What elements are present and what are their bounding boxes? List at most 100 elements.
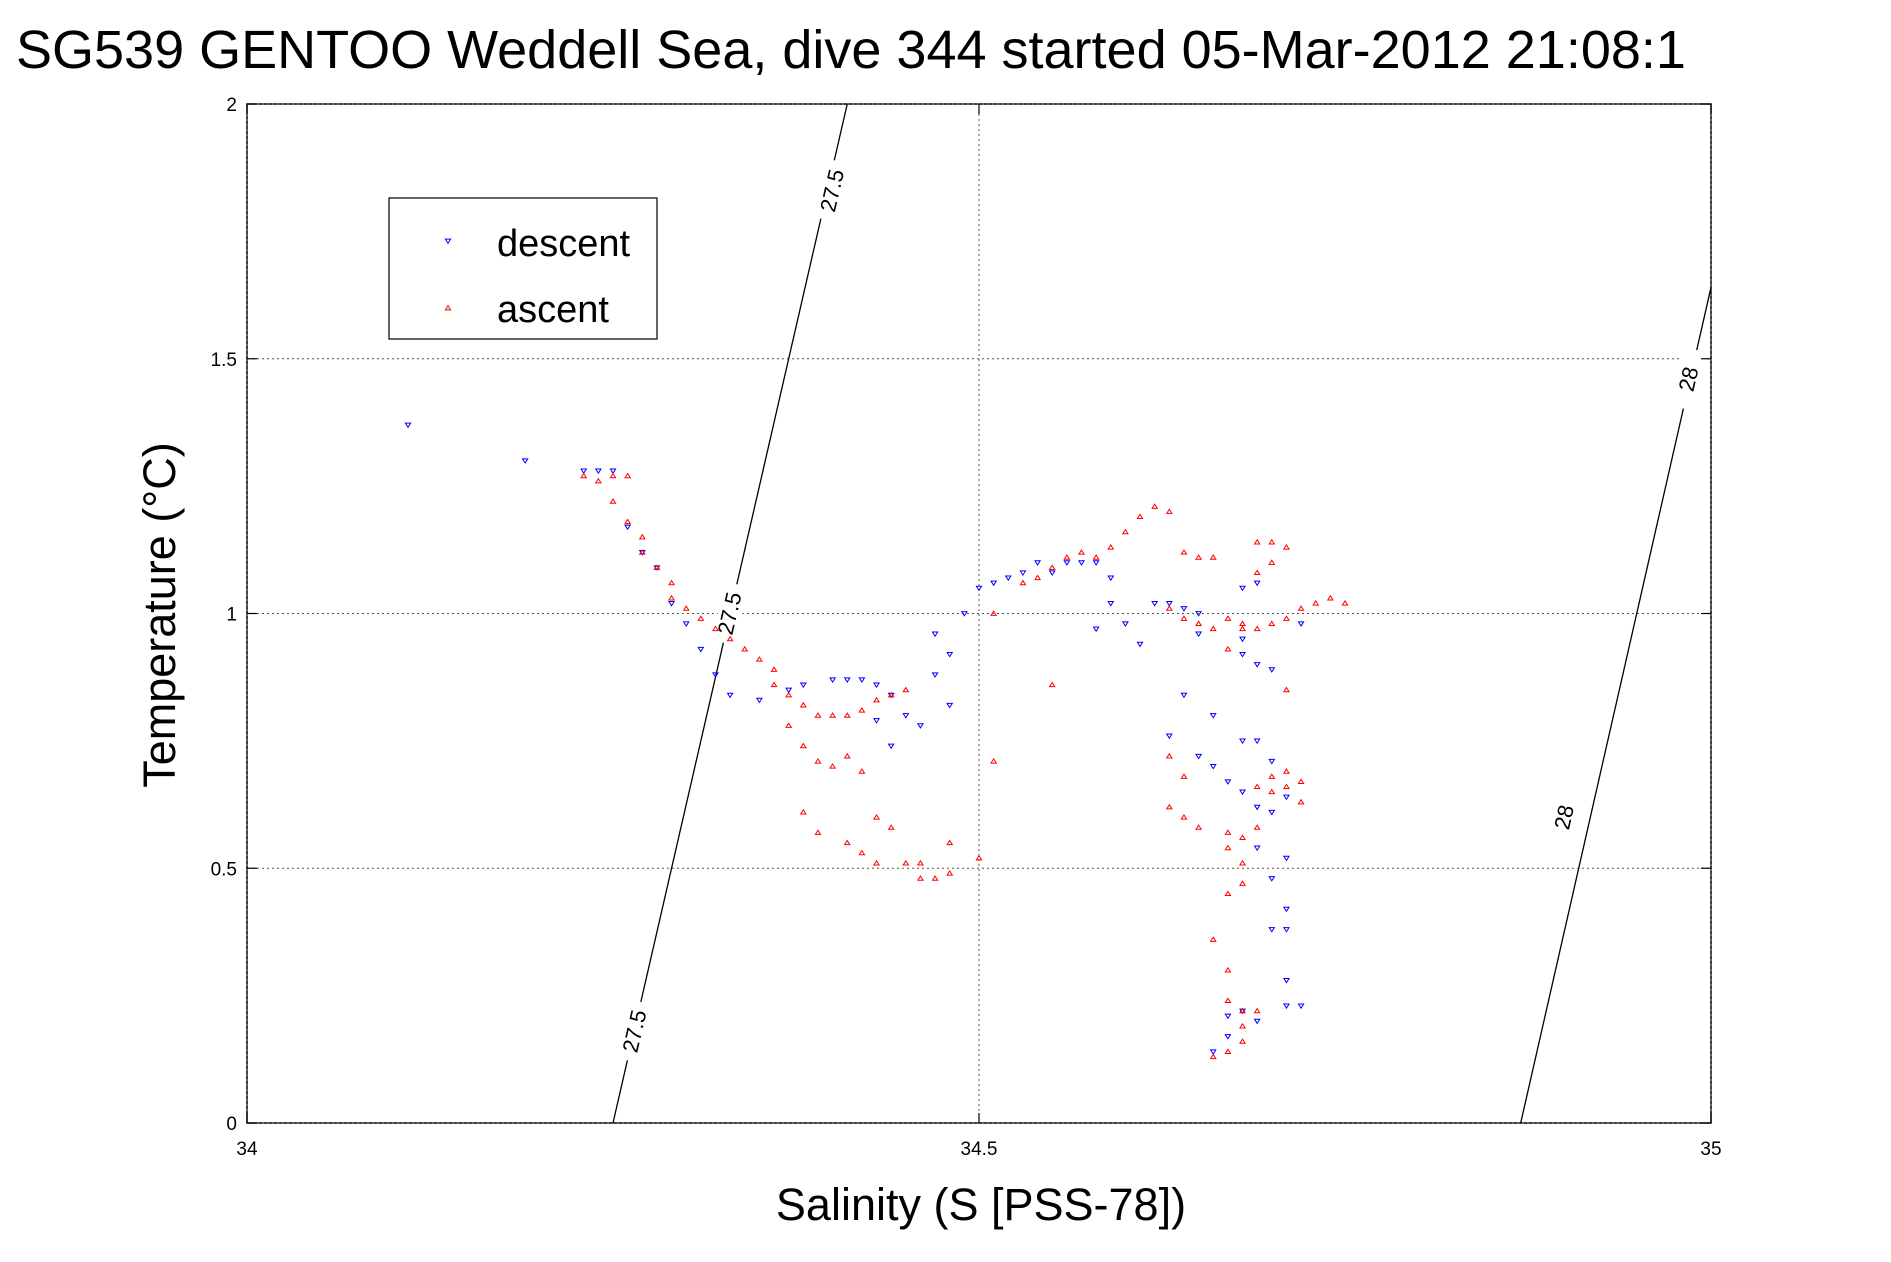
descent-point bbox=[1297, 1003, 1305, 1010]
descent-point bbox=[594, 468, 602, 475]
descent-point bbox=[697, 646, 705, 653]
descent-point bbox=[1107, 600, 1115, 607]
descent-point bbox=[1209, 713, 1217, 719]
ascent-point bbox=[902, 859, 910, 866]
ascent-point bbox=[697, 615, 705, 621]
ascent-point bbox=[594, 477, 602, 484]
legend-label-ascent: ascent bbox=[497, 289, 609, 331]
ascent-point bbox=[858, 768, 866, 774]
legend-marker-descent-shape bbox=[444, 238, 452, 245]
ascent-point bbox=[1253, 824, 1261, 830]
descent-point bbox=[1224, 1034, 1232, 1040]
legend-marker-descent bbox=[444, 238, 452, 245]
ascent-point bbox=[1048, 681, 1056, 688]
ascent-point bbox=[770, 666, 778, 672]
ascent-point bbox=[1268, 538, 1276, 545]
legend-marker-ascent-shape bbox=[444, 304, 452, 311]
descent-point bbox=[1239, 738, 1247, 745]
descent-point bbox=[1253, 738, 1261, 745]
ascent-point bbox=[1224, 966, 1232, 973]
descent-point bbox=[1151, 600, 1159, 607]
descent-point bbox=[1048, 570, 1056, 577]
x-axis-label: Salinity (S [PSS-78]) bbox=[776, 1179, 1186, 1230]
contour-label-gap bbox=[1546, 785, 1583, 850]
ascent-point bbox=[843, 752, 851, 759]
ascent-point bbox=[1165, 605, 1173, 611]
descent-point bbox=[1253, 580, 1261, 587]
descent-point bbox=[726, 692, 734, 699]
descent-point bbox=[1092, 560, 1100, 566]
chart-title: SG539 GENTOO Weddell Sea, dive 344 start… bbox=[16, 20, 1686, 80]
y-axis-ticks: 0 0.5 1 1.5 2 bbox=[211, 95, 1711, 1135]
descent-point bbox=[1121, 621, 1129, 627]
descent-point bbox=[1268, 758, 1276, 765]
descent-point bbox=[990, 580, 998, 587]
descent-point bbox=[609, 468, 617, 475]
ascent-point bbox=[1224, 890, 1232, 897]
ascent-point bbox=[1253, 538, 1261, 545]
descent-point bbox=[785, 687, 793, 694]
legend: descent ascent bbox=[388, 197, 658, 340]
descent-point bbox=[580, 468, 588, 475]
descent-point bbox=[1282, 906, 1290, 913]
ascent-point bbox=[785, 722, 793, 728]
ascent-point bbox=[990, 610, 998, 616]
descent-point bbox=[1268, 876, 1276, 882]
descent-point bbox=[946, 702, 954, 709]
descent-point bbox=[1165, 600, 1173, 607]
legend-label-descent: descent bbox=[497, 223, 631, 265]
ascent-point bbox=[668, 579, 676, 586]
ascent-point bbox=[1077, 549, 1085, 555]
descent-point bbox=[1224, 779, 1232, 785]
ascent-point bbox=[1209, 554, 1217, 560]
ascent-point bbox=[916, 875, 924, 881]
ascent-point bbox=[799, 701, 807, 708]
descent-point bbox=[887, 743, 895, 750]
descent-point bbox=[755, 697, 763, 704]
x-axis-ticks: 34 34.5 35 bbox=[236, 104, 1722, 1160]
y-tick-label: 1 bbox=[226, 605, 237, 626]
ascent-point bbox=[1048, 564, 1056, 570]
contour-label: 28 bbox=[1674, 364, 1704, 393]
ascent-point bbox=[726, 635, 734, 642]
ascent-point bbox=[1239, 859, 1247, 866]
descent-point bbox=[1195, 753, 1203, 760]
ascent-point bbox=[711, 625, 719, 632]
ascent-point bbox=[1209, 1053, 1217, 1060]
ascent-point bbox=[1282, 686, 1290, 693]
descent-point bbox=[1282, 927, 1290, 933]
descent-point bbox=[1209, 1049, 1217, 1055]
ascent-point bbox=[1268, 620, 1276, 627]
ascent-point bbox=[975, 854, 983, 861]
y-tick-label: 0.5 bbox=[211, 859, 237, 880]
contour-label: 28 bbox=[1549, 802, 1579, 831]
ascent-point bbox=[785, 691, 793, 698]
ascent-point bbox=[1326, 594, 1334, 601]
descent-point bbox=[1209, 764, 1217, 770]
descent-point bbox=[843, 677, 851, 684]
descent-point bbox=[975, 585, 983, 592]
ascent-point bbox=[1253, 1007, 1261, 1014]
ascent-point bbox=[1297, 778, 1305, 784]
descent-point bbox=[799, 682, 807, 689]
descent-point bbox=[829, 677, 837, 684]
ascent-point bbox=[1239, 1038, 1247, 1044]
descent-point bbox=[946, 651, 954, 658]
descent-point bbox=[668, 600, 676, 607]
descent-point bbox=[960, 611, 968, 617]
descent-point bbox=[873, 682, 881, 689]
descent-point bbox=[1253, 804, 1261, 811]
ascent-point bbox=[1180, 615, 1188, 621]
ascent-point bbox=[1341, 600, 1349, 606]
ascent-point bbox=[1180, 773, 1188, 779]
ascent-point bbox=[1297, 798, 1305, 805]
ascent-point bbox=[1282, 783, 1290, 790]
ascent-point bbox=[916, 859, 924, 866]
ascent-point bbox=[1034, 574, 1042, 581]
ascent-point bbox=[902, 686, 910, 693]
ascent-point bbox=[873, 859, 881, 866]
ascent-point bbox=[1121, 528, 1129, 535]
x-tick-label: 35 bbox=[1700, 1139, 1721, 1160]
descent-point bbox=[1165, 733, 1173, 740]
